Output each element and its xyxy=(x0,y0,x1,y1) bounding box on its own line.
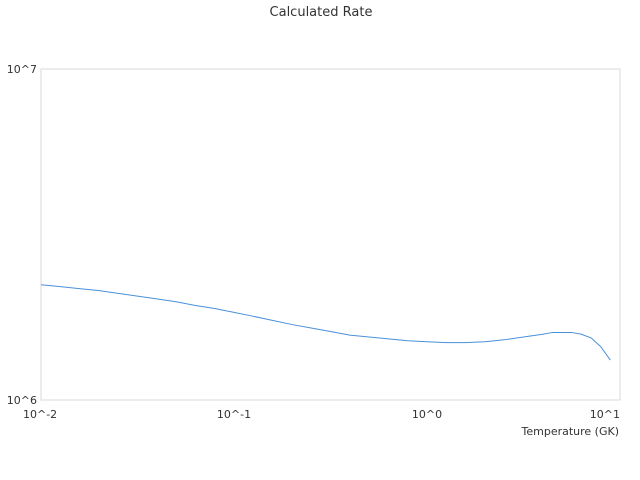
plot-area xyxy=(40,68,621,401)
series-line xyxy=(40,284,611,361)
x-tick-label: 10^1 xyxy=(590,408,620,421)
series-layer xyxy=(40,284,611,361)
y-tick-label: 10^6 xyxy=(7,394,37,407)
y-tick-label: 10^7 xyxy=(7,63,37,76)
x-axis-ticks: 10^-2 10^-1 10^0 10^1 xyxy=(23,408,620,421)
x-tick-label: 10^-2 xyxy=(23,408,57,421)
x-tick-label: 10^0 xyxy=(412,408,442,421)
y-axis-ticks: 10^6 10^7 xyxy=(7,63,37,407)
x-axis-title: Temperature (GK) xyxy=(521,425,620,438)
x-tick-label: 10^-1 xyxy=(217,408,251,421)
chart-title: Calculated Rate xyxy=(270,5,373,20)
